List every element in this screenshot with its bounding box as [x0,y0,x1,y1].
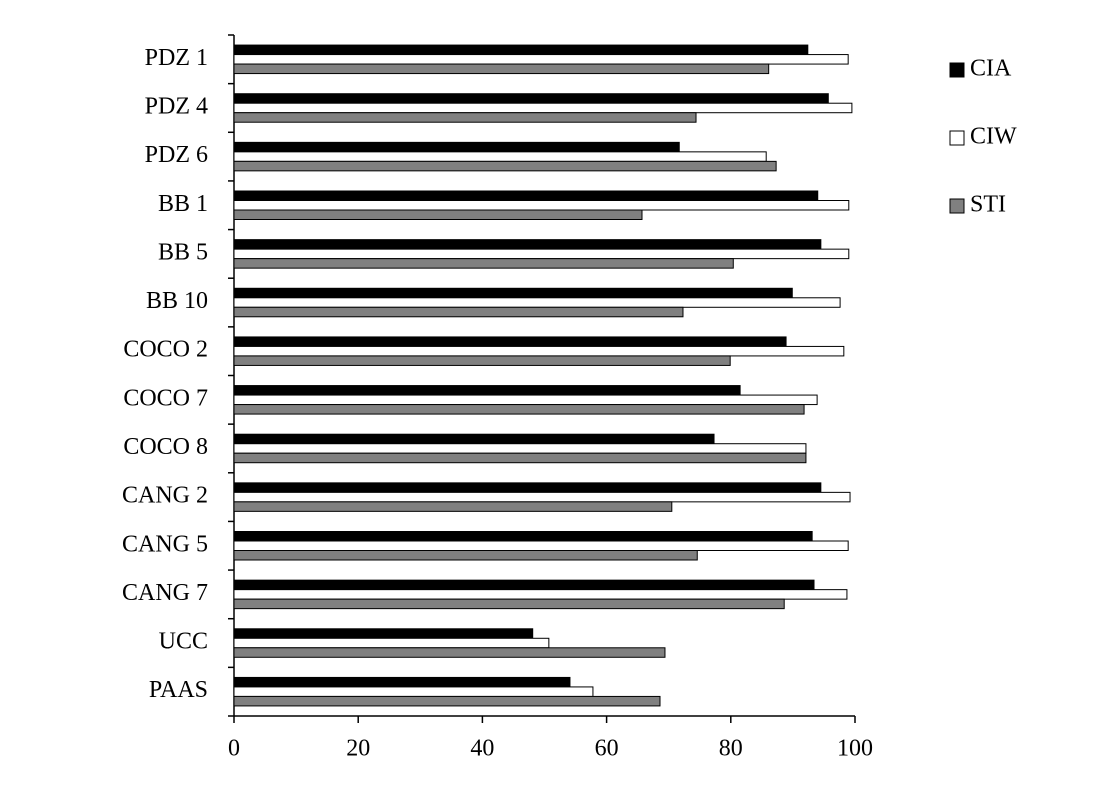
bar [233,482,822,493]
bar [233,63,770,75]
bar [233,141,680,153]
bar [233,531,813,542]
x-tick-label: 40 [470,736,494,762]
bar [233,160,777,172]
legend-swatch [949,62,965,78]
y-tick-label: CANG 5 [122,531,208,557]
bar [233,345,845,357]
bar [233,54,849,65]
x-tick-label: 100 [837,736,873,762]
bar [233,443,807,454]
bar [233,394,818,406]
bar [233,433,715,445]
bar [233,190,819,201]
x-tick-label: 80 [719,736,743,762]
bar [233,44,809,56]
bar [233,637,550,649]
bar [233,151,767,162]
bar [233,579,815,591]
legend-label: STI [970,192,1006,218]
bar [233,336,787,347]
bar [233,248,850,260]
bar [233,628,534,639]
legend-label: CIA [970,56,1012,82]
x-tick-label: 60 [595,736,619,762]
y-tick-label: COCO 8 [123,434,208,460]
y-tick-label: PAAS [149,677,208,703]
y-tick-label: PDZ 4 [145,93,208,119]
bar [233,297,841,308]
y-tick-label: BB 10 [146,288,208,314]
legend-swatch [949,130,965,146]
bar [233,385,741,396]
y-tick-label: PDZ 6 [145,142,208,168]
bar [233,452,807,464]
bar [233,589,848,600]
y-tick-label: CANG 7 [122,580,208,606]
bar [233,501,673,512]
bar [233,112,697,123]
bar [233,287,793,299]
bar [233,200,850,211]
bar [233,540,849,551]
legend-label: CIW [970,124,1017,150]
bar [233,598,785,610]
bar [233,676,571,688]
bar [233,491,851,503]
x-tick-label: 20 [346,736,370,762]
x-tick-label: 0 [228,736,240,762]
y-tick-label: BB 1 [158,191,208,217]
y-tick-label: BB 5 [158,239,208,265]
bar [233,695,661,707]
bar [233,239,822,250]
bar [233,404,805,415]
legend-swatch [949,198,965,214]
y-tick-label: COCO 7 [123,385,208,411]
bar [233,306,684,318]
bar [233,647,666,658]
bar [233,550,698,561]
bar [233,93,829,104]
bar [233,102,853,114]
bar [233,209,643,220]
bar [233,355,731,366]
y-tick-label: CANG 2 [122,483,208,509]
y-tick-label: UCC [159,629,208,655]
y-tick-label: COCO 2 [123,337,208,363]
y-tick-label: PDZ 1 [145,45,208,71]
bar [233,686,594,697]
bar [233,258,734,269]
